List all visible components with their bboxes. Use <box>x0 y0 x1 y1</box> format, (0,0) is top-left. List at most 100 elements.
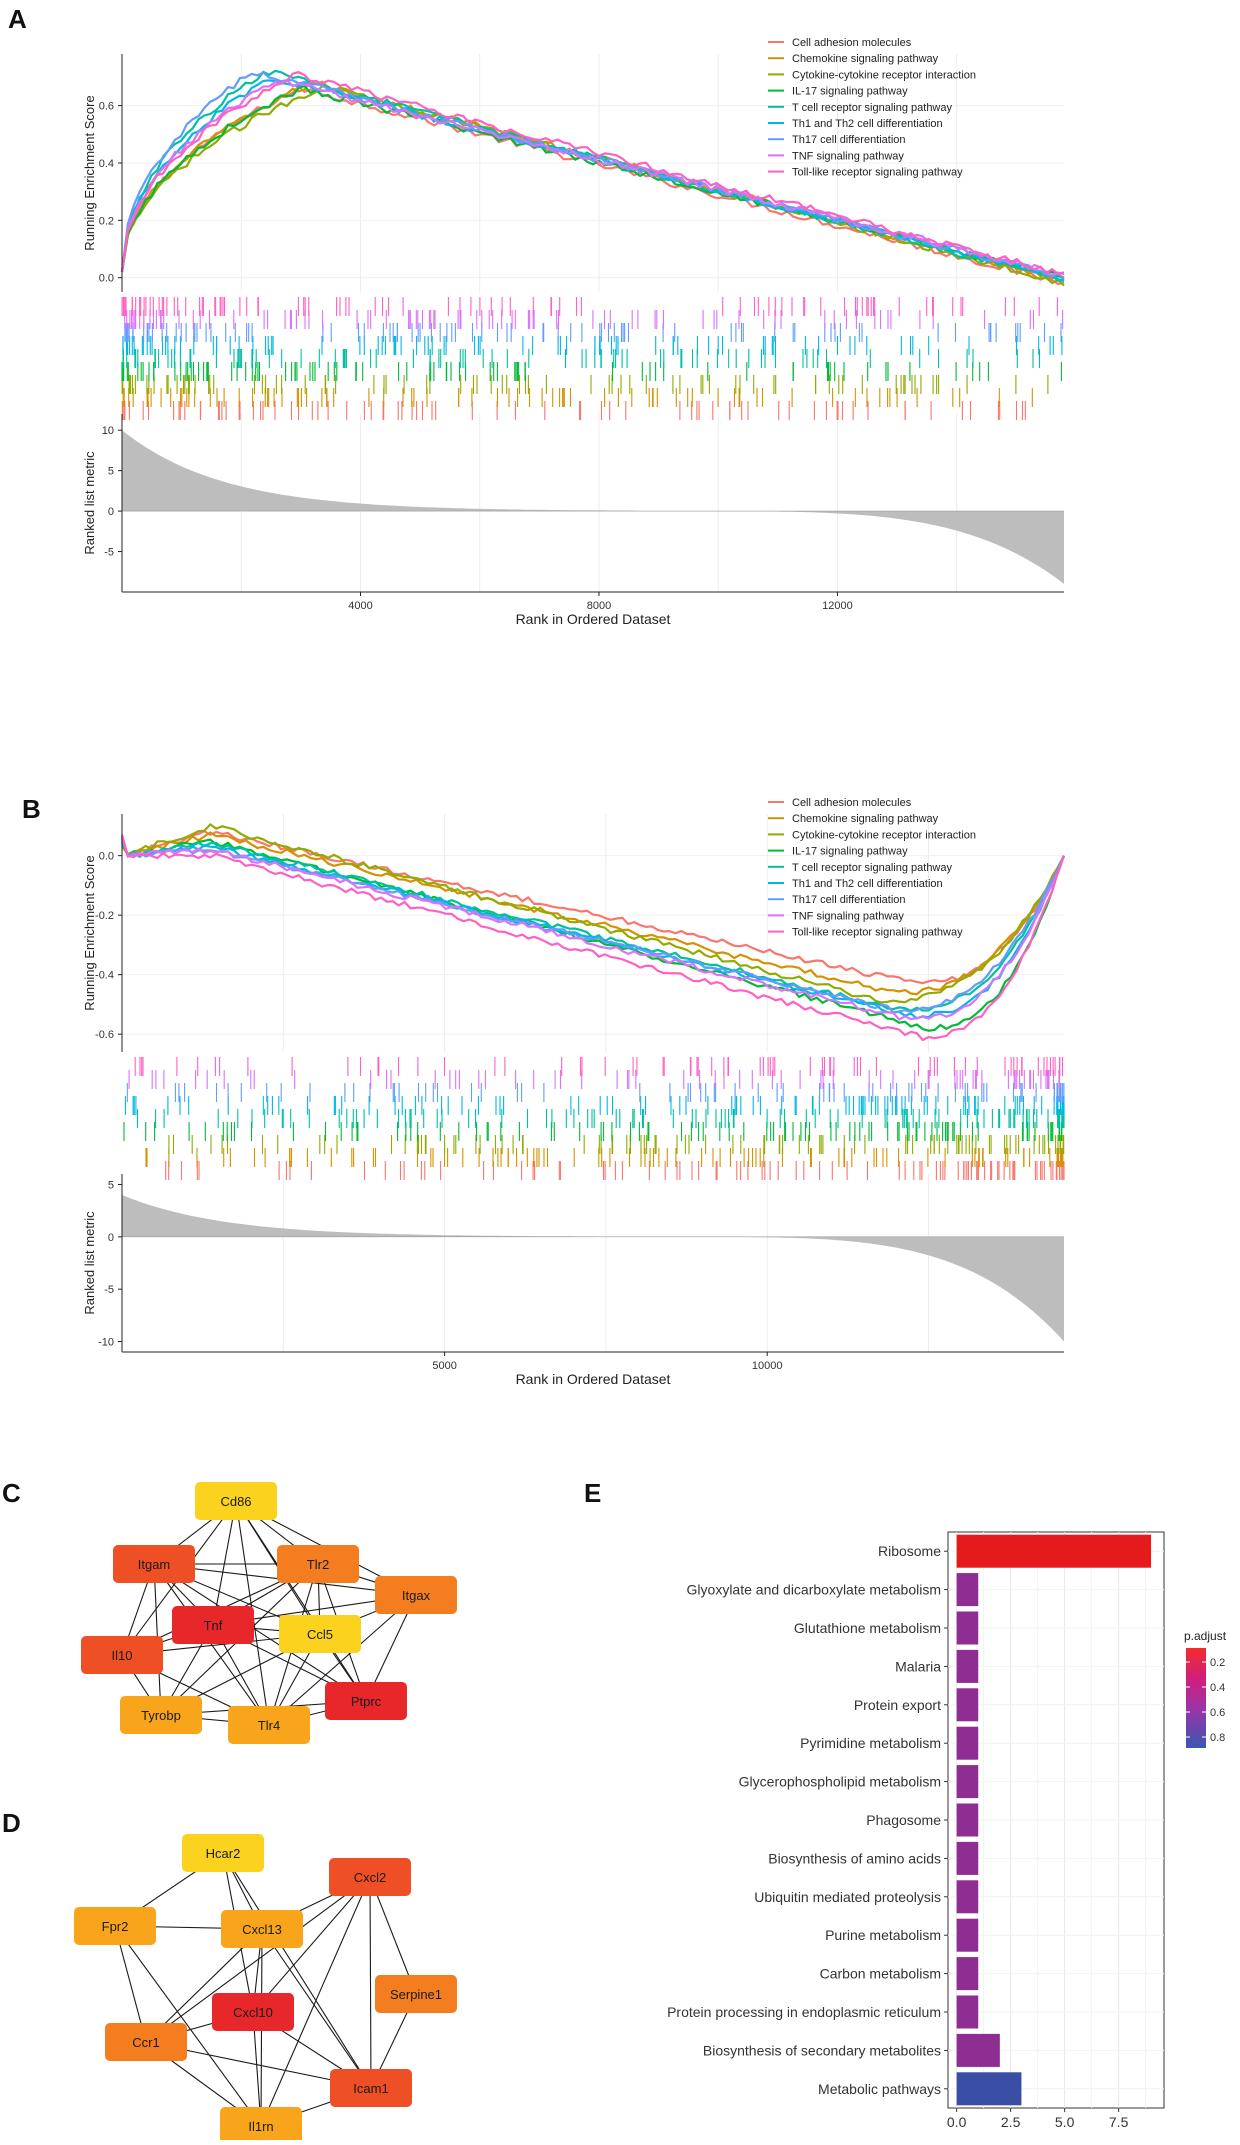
node-box <box>220 2107 302 2140</box>
bar-8 <box>956 1803 979 1837</box>
legend-label-5: T cell receptor signaling pathway <box>792 862 952 874</box>
bar-4 <box>956 1649 979 1683</box>
node-tyrobp: Tyrobp <box>120 1696 202 1734</box>
network-edge <box>145 1876 371 2043</box>
es-line-8 <box>120 835 1066 1021</box>
node-label: Itgam <box>138 1557 171 1572</box>
node-box <box>74 1907 156 1945</box>
hit-strip-7 <box>126 1083 1065 1102</box>
network-d: Hcar2 Cxcl2 Fpr2 Cxcl13 Serpine1 Cxcl10 Ccr1 Ic… <box>74 1834 457 2140</box>
y-axis-title-top: Running Enrichment Score <box>82 855 97 1010</box>
node-box <box>105 2023 187 2061</box>
x-tick-label: 12000 <box>822 600 853 612</box>
node-box <box>228 1706 310 1744</box>
legend-label-1: Cell adhesion molecules <box>792 797 912 809</box>
network-edge <box>260 1876 371 2127</box>
hit-strip-8 <box>128 1070 1061 1089</box>
node-ccl5: Ccl5 <box>279 1615 361 1653</box>
node-label: Fpr2 <box>102 1919 129 1934</box>
y-tick-label-top: 0.0 <box>99 273 114 285</box>
legend-label-6: Th1 and Th2 cell differentiation <box>792 878 943 890</box>
network-edge <box>369 1876 372 2089</box>
panel-letter-d: D <box>2 1808 21 1838</box>
y-tick-label-top: 0.6 <box>99 101 114 113</box>
legend-label-7: Th17 cell differentiation <box>792 894 906 906</box>
node-ptprc: Ptprc <box>325 1682 407 1720</box>
legend-title: p.adjust <box>1184 1629 1227 1643</box>
node-hcar2: Hcar2 <box>182 1834 264 1872</box>
bar-14 <box>956 2033 1000 2067</box>
network-edge <box>369 1876 417 1995</box>
node-box <box>113 1545 195 1583</box>
y-tick-label-bottom: 0 <box>108 1232 114 1244</box>
y-tick-label-top: -0.6 <box>95 1029 114 1041</box>
network-edge <box>235 1500 367 1702</box>
legend-label-5: T cell receptor signaling pathway <box>792 102 952 114</box>
bar-category-label: Glyoxylate and dicarboxylate metabolism <box>687 1582 941 1598</box>
node-box <box>329 1858 411 1896</box>
node-cd86: Cd86 <box>195 1482 277 1520</box>
es-line-3 <box>121 822 1066 1004</box>
es-line-5 <box>120 840 1065 1013</box>
legend-tick-label: 0.4 <box>1210 1682 1225 1694</box>
legend-label-3: Cytokine-cytokine receptor interaction <box>792 829 976 841</box>
node-label: Serpine1 <box>390 1987 442 2002</box>
es-line-9 <box>120 70 1065 276</box>
node-box <box>330 2069 412 2107</box>
bar-chart-e: Ribosome Glyoxylate and dicarboxylate met… <box>667 1531 1227 2130</box>
y-tick-label-bottom: -5 <box>104 1284 114 1296</box>
network-edge <box>252 1876 371 2013</box>
panel-letter-c: C <box>2 1478 21 1508</box>
bar-category-label: Protein processing in endoplasmic reticu… <box>667 2004 941 2020</box>
node-label: Tlr4 <box>258 1718 280 1733</box>
x-tick-label: 8000 <box>587 600 611 612</box>
node-box <box>375 1975 457 2013</box>
node-fpr2: Fpr2 <box>74 1907 156 1945</box>
x-tick-label: 10000 <box>752 1360 783 1372</box>
x-tick-label: 5000 <box>432 1360 456 1372</box>
node-tlr2: Tlr2 <box>277 1545 359 1583</box>
x-axis-title: Rank in Ordered Dataset <box>516 611 671 627</box>
node-itgam: Itgam <box>113 1545 195 1583</box>
bar-12 <box>956 1957 979 1991</box>
legend-tick-label: 0.8 <box>1210 1732 1225 1744</box>
node-tlr4: Tlr4 <box>228 1706 310 1744</box>
y-tick-label-bottom: 10 <box>102 425 114 437</box>
node-ccr1: Ccr1 <box>105 2023 187 2061</box>
y-tick-label-bottom: -5 <box>104 547 114 559</box>
bar-x-tick-label: 5.0 <box>1055 2114 1075 2130</box>
bar-10 <box>956 1880 979 1914</box>
bar-x-tick-label: 7.5 <box>1109 2114 1129 2130</box>
node-icam1: Icam1 <box>330 2069 412 2107</box>
bar-5 <box>956 1688 979 1722</box>
hit-strip-1 <box>165 1161 1065 1180</box>
node-serpine1: Serpine1 <box>375 1975 457 2013</box>
legend-label-1: Cell adhesion molecules <box>792 37 912 49</box>
bar-category-label: Phagosome <box>866 1812 941 1828</box>
node-il10: Il10 <box>81 1636 163 1674</box>
legend-tick-label: 0.2 <box>1210 1657 1225 1669</box>
bar-category-label: Carbon metabolism <box>820 1966 941 1982</box>
node-box <box>182 1834 264 1872</box>
es-line-6 <box>120 838 1066 1020</box>
y-tick-label-top: -0.2 <box>95 910 114 922</box>
node-box <box>81 1636 163 1674</box>
network-edge <box>261 1928 372 2089</box>
bar-1 <box>956 1534 1152 1568</box>
node-cxcl13: Cxcl13 <box>221 1910 303 1948</box>
node-box <box>120 1696 202 1734</box>
hit-strip-3 <box>121 375 1049 394</box>
y-axis-title-bottom: Ranked list metric <box>82 1211 97 1315</box>
node-label: Ptprc <box>351 1694 382 1709</box>
hit-strip-5 <box>136 1109 1065 1128</box>
node-il1rn: Il1rn <box>220 2107 302 2140</box>
network-edge <box>222 1852 372 2089</box>
es-line-1 <box>121 829 1065 985</box>
network-edge <box>114 1925 147 2043</box>
x-tick-label: 4000 <box>348 600 372 612</box>
bar-category-label: Ubiquitin mediated proteolysis <box>754 1889 941 1905</box>
bar-7 <box>956 1765 979 1799</box>
legend-label-3: Cytokine-cytokine receptor interaction <box>792 69 976 81</box>
y-axis-title-bottom: Ranked list metric <box>82 451 97 555</box>
ranked-metric-area <box>122 430 1064 584</box>
